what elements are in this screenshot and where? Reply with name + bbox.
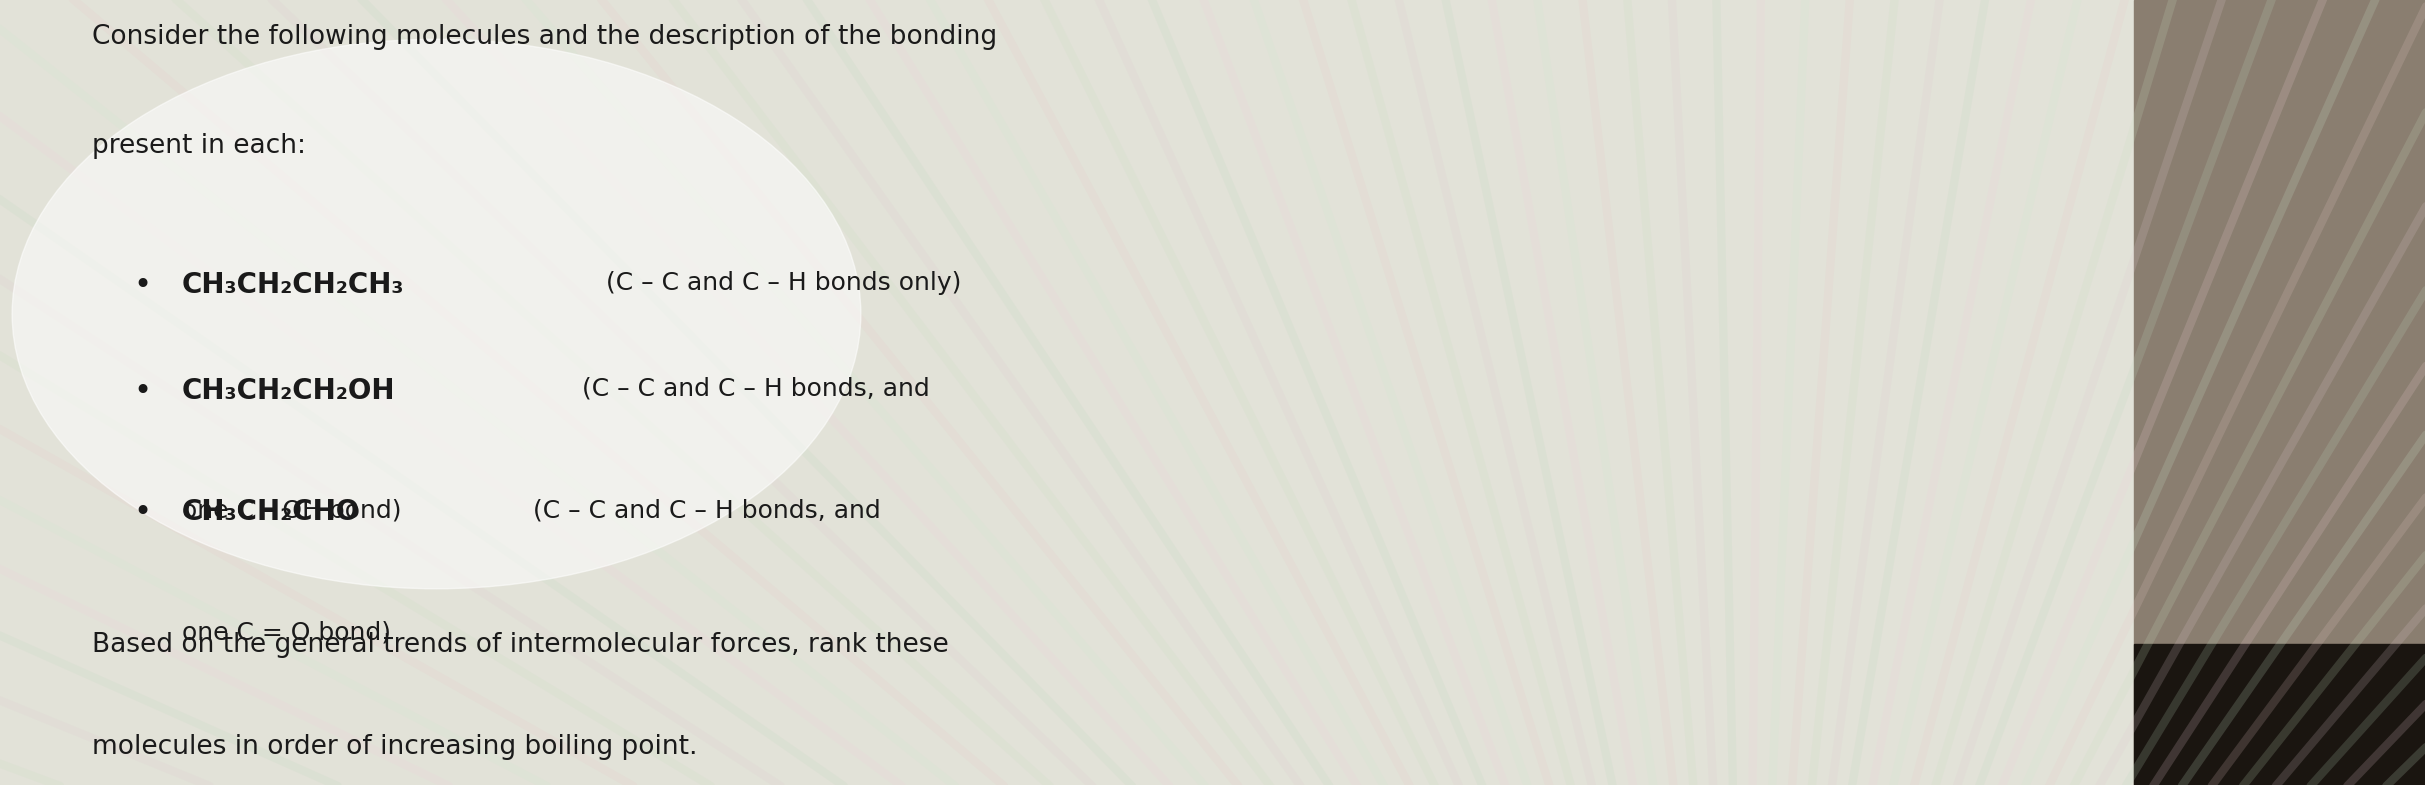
Text: present in each:: present in each: bbox=[92, 133, 306, 159]
Text: CH₃CH₂CHO: CH₃CH₂CHO bbox=[182, 498, 361, 527]
Text: one C = O bond): one C = O bond) bbox=[182, 620, 390, 644]
Text: (C – C and C – H bonds, and: (C – C and C – H bonds, and bbox=[534, 498, 880, 523]
Text: •: • bbox=[133, 271, 150, 300]
Ellipse shape bbox=[12, 39, 861, 589]
Text: one C – OH bond): one C – OH bond) bbox=[182, 498, 403, 523]
Text: (C – C and C – H bonds, and: (C – C and C – H bonds, and bbox=[582, 377, 929, 401]
Text: CH₃CH₂CH₂OH: CH₃CH₂CH₂OH bbox=[182, 377, 395, 405]
Text: (C – C and C – H bonds only): (C – C and C – H bonds only) bbox=[606, 271, 963, 295]
Text: CH₃CH₂CH₂CH₃: CH₃CH₂CH₂CH₃ bbox=[182, 271, 405, 299]
Bar bbox=[0, 0, 2134, 785]
Text: Consider the following molecules and the description of the bonding: Consider the following molecules and the… bbox=[92, 24, 997, 49]
Bar bbox=[2134, 0, 2425, 785]
Bar bbox=[2134, 644, 2425, 785]
Text: Based on the general trends of intermolecular forces, rank these: Based on the general trends of intermole… bbox=[92, 632, 948, 658]
Text: molecules in order of increasing boiling point.: molecules in order of increasing boiling… bbox=[92, 734, 698, 760]
Text: •: • bbox=[133, 498, 150, 528]
Text: •: • bbox=[133, 377, 150, 406]
